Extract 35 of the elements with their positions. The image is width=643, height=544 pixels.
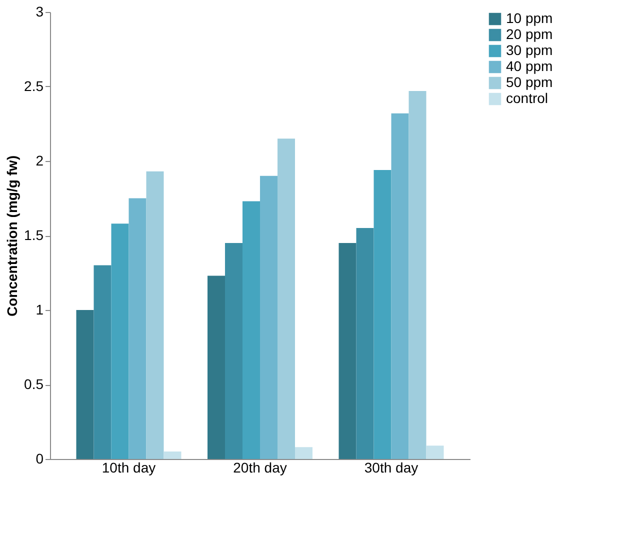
bar [76, 310, 94, 459]
y-tick-label: 2 [36, 152, 44, 168]
x-tick-label: 30th day [364, 460, 418, 476]
legend-label: 50 ppm [506, 74, 553, 90]
y-tick-label: 3 [36, 4, 44, 20]
y-tick-label: 1 [36, 302, 44, 318]
y-axis-title: Concentration (mg/g fw) [4, 156, 20, 316]
bar [225, 242, 242, 459]
bar [208, 276, 225, 459]
bar [374, 170, 392, 459]
y-tick-label: 1.5 [24, 227, 44, 243]
y-tick-label: 0 [36, 450, 44, 466]
bar [408, 90, 426, 459]
x-tick-label: 20th day [233, 460, 287, 476]
bar [356, 228, 374, 459]
y-tick-label: 0.5 [24, 376, 44, 392]
bar [111, 224, 129, 459]
legend-label: 10 ppm [506, 10, 553, 26]
bar [278, 138, 295, 459]
legend-label: 20 ppm [506, 26, 553, 42]
bar [391, 113, 409, 459]
y-tick-label: 2.5 [24, 78, 44, 94]
legend-label: control [506, 90, 548, 106]
bar [338, 242, 356, 459]
x-tick-label: 10th day [102, 460, 156, 476]
legend-label: 30 ppm [506, 42, 553, 58]
bar [146, 171, 164, 459]
bar [164, 452, 182, 459]
bar [260, 176, 278, 459]
bar [94, 265, 112, 459]
bar [295, 447, 312, 459]
bar [128, 198, 146, 459]
bar [242, 201, 260, 459]
legend-label: 40 ppm [506, 58, 553, 74]
bar [426, 446, 444, 459]
